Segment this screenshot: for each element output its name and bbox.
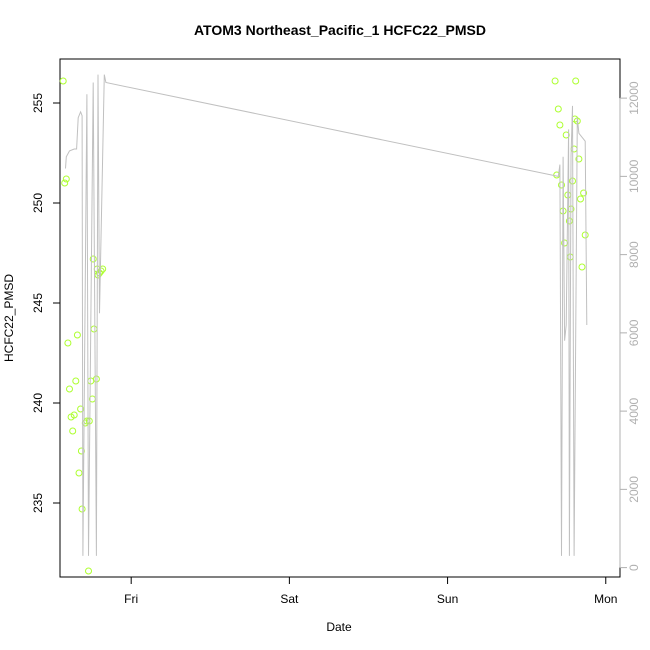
- data-point: [577, 195, 584, 203]
- data-point: [78, 505, 86, 513]
- data-point: [551, 77, 559, 85]
- plot-frame: [59, 58, 621, 578]
- data-point: [77, 447, 85, 455]
- x-tick-label: Sat: [280, 592, 299, 606]
- data-point: [77, 405, 85, 413]
- data-point: [562, 131, 570, 139]
- y-right-tick-label: 2000: [627, 476, 641, 503]
- data-point: [92, 375, 100, 383]
- data-point: [62, 175, 70, 183]
- data-point: [565, 217, 573, 225]
- x-tick-label: Mon: [594, 592, 617, 606]
- y-right-tick-label: 4000: [627, 397, 641, 424]
- y-left-tick-label: 250: [31, 193, 45, 213]
- y-left-tick-label: 255: [31, 93, 45, 113]
- data-point: [570, 145, 578, 153]
- x-axis-label: Date: [326, 620, 352, 634]
- x-tick-label: Fri: [124, 592, 138, 606]
- data-point: [575, 155, 583, 163]
- data-point: [75, 469, 83, 477]
- data-point: [581, 231, 589, 239]
- data-point: [556, 121, 564, 129]
- data-point: [572, 77, 580, 85]
- data-point: [70, 411, 78, 419]
- y-right-tick-label: 12000: [627, 81, 641, 115]
- data-point: [61, 179, 69, 187]
- data-point: [85, 567, 92, 575]
- data-point: [59, 77, 67, 85]
- axes-layer: Fri Sat Sun Mon 235 240 245 250 255 0 2000 4000 6000…: [31, 81, 641, 606]
- data-point: [72, 377, 80, 385]
- chart-title: ATOM3 Northeast_Pacific_1 HCFC22_PMSD: [194, 22, 486, 38]
- data-point: [97, 267, 105, 275]
- x-tick-label: Sun: [437, 592, 458, 606]
- data-point: [89, 255, 97, 263]
- data-point: [87, 377, 95, 385]
- y-left-tick-label: 245: [31, 293, 45, 313]
- y-right-tick-label: 6000: [627, 319, 641, 346]
- y-right-tick-label: 8000: [627, 241, 641, 268]
- data-point: [66, 385, 73, 393]
- series-line-1: [65, 74, 588, 556]
- y-left-tick-label: 235: [31, 493, 45, 513]
- data-point: [578, 263, 586, 271]
- y-left-tick-label: 240: [31, 393, 45, 413]
- data-point: [73, 331, 81, 339]
- data-point: [69, 427, 77, 435]
- data-point: [64, 339, 72, 347]
- data-point: [90, 325, 98, 333]
- series-layer: [59, 74, 589, 575]
- y-axis-label: HCFC22_PMSD: [2, 274, 16, 362]
- data-point: [558, 181, 565, 189]
- data-point: [554, 105, 562, 113]
- data-point: [85, 417, 93, 425]
- y-right-tick-label: 10000: [627, 159, 641, 193]
- data-point: [580, 189, 588, 197]
- y-right-tick-label: 0: [627, 564, 641, 571]
